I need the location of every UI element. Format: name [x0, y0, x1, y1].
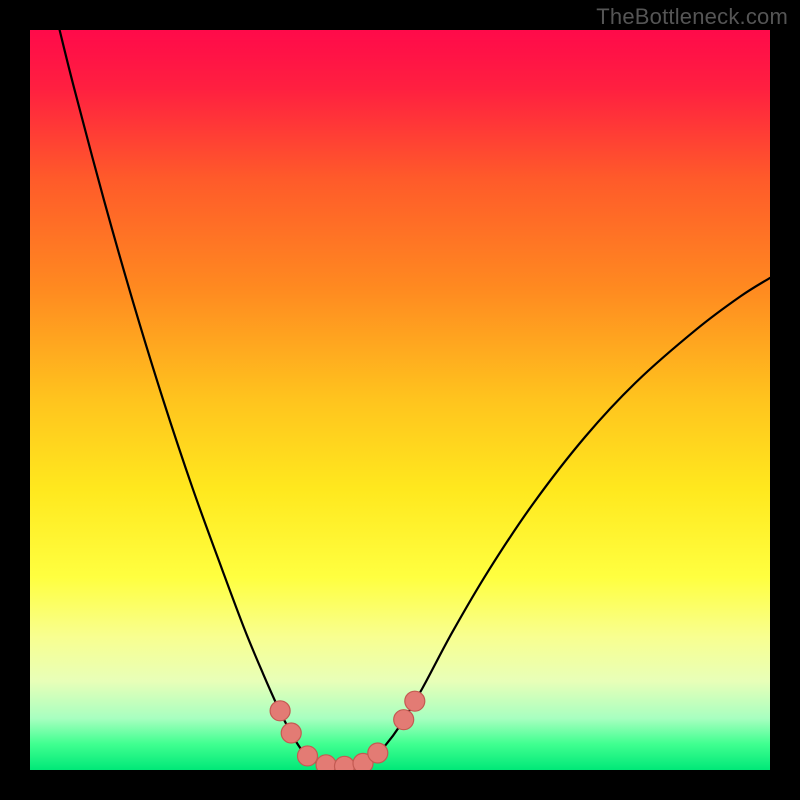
watermark-text: TheBottleneck.com [596, 4, 788, 30]
data-marker [281, 723, 301, 743]
data-marker [298, 746, 318, 766]
data-marker [405, 691, 425, 711]
chart-stage: TheBottleneck.com [0, 0, 800, 800]
chart-svg [0, 0, 800, 800]
data-marker [270, 701, 290, 721]
plot-gradient-bg [30, 30, 770, 770]
data-marker [368, 743, 388, 763]
data-marker [394, 710, 414, 730]
